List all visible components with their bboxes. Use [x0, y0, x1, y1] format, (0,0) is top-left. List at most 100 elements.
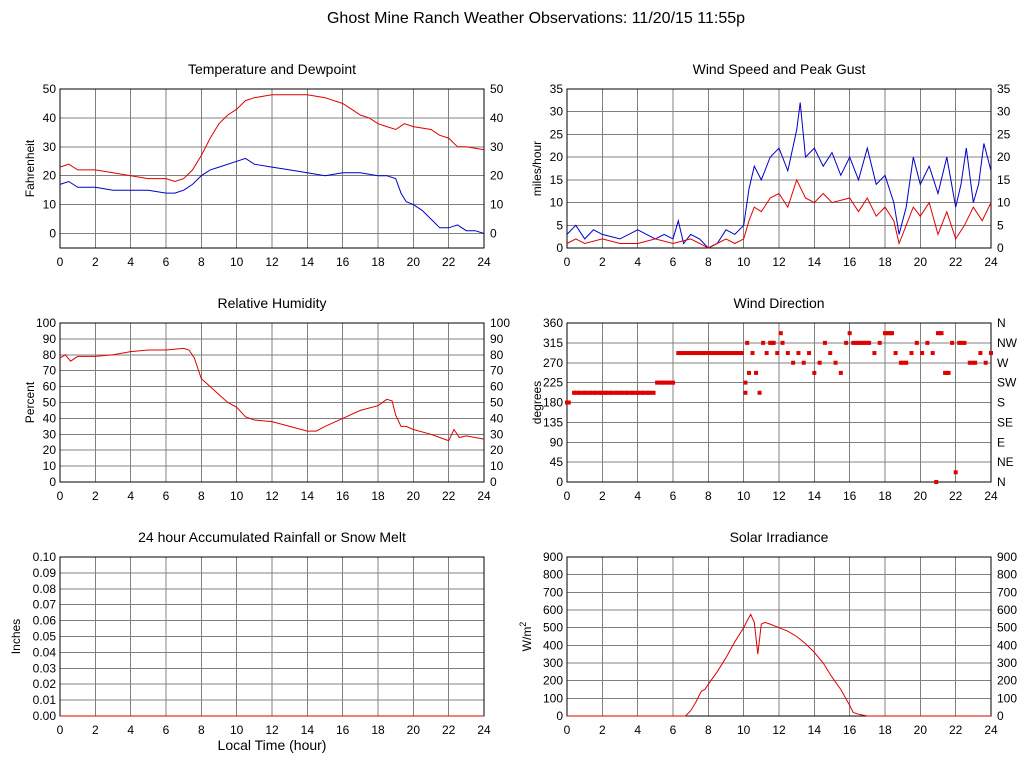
y-right-tick-label: 300 [997, 656, 1017, 670]
direction-point [844, 340, 849, 345]
x-tick-label: 18 [371, 255, 385, 269]
x-tick-label: 12 [772, 255, 786, 269]
plot-frame [59, 322, 485, 483]
y-tick-label: 40 [43, 111, 57, 125]
x-tick-label: 0 [57, 489, 64, 503]
y-axis-label: Percent [23, 381, 37, 423]
y-tick-label: 0.10 [33, 550, 57, 564]
y-tick-label: 300 [543, 656, 563, 670]
y-right-tick-label: 100 [997, 691, 1017, 705]
rainfall-chart: 24 hour Accumulated Rainfall or Snow Mel… [9, 529, 491, 753]
y-tick-label: 90 [550, 435, 564, 449]
y-tick-label: 0 [49, 475, 56, 489]
y-tick-label: 30 [43, 427, 57, 441]
y-right-tick-label: 30 [490, 140, 504, 154]
x-tick-label: 22 [949, 723, 963, 737]
x-tick-label: 22 [949, 489, 963, 503]
direction-point [877, 340, 882, 345]
x-tick-label: 18 [878, 489, 892, 503]
y-right-tick-label: 50 [490, 82, 504, 96]
y-right-tick-label: SW [997, 376, 1017, 390]
y-tick-label: 15 [550, 173, 564, 187]
direction-point [791, 360, 796, 365]
x-tick-label: 0 [57, 255, 64, 269]
y-right-tick-label: NE [997, 455, 1014, 469]
x-tick-label: 16 [843, 255, 857, 269]
series-line-1 [59, 157, 485, 234]
direction-point [778, 331, 783, 336]
x-tick-label: 22 [949, 255, 963, 269]
y-tick-label: 10 [43, 198, 57, 212]
y-tick-label: 500 [543, 621, 563, 635]
x-tick-label: 2 [92, 255, 99, 269]
y-tick-label: 5 [556, 218, 563, 232]
x-tick-label: 4 [634, 255, 641, 269]
x-tick-label: 0 [564, 489, 571, 503]
y-right-tick-label: 40 [490, 111, 504, 125]
y-tick-label: 100 [36, 316, 56, 330]
y-right-tick-label: S [997, 396, 1005, 410]
y-tick-label: 20 [43, 443, 57, 457]
y-tick-label: 200 [543, 674, 563, 688]
y-right-tick-label: 30 [490, 427, 504, 441]
y-right-tick-label: 10 [490, 198, 504, 212]
y-tick-label: 700 [543, 585, 563, 599]
x-tick-label: 14 [301, 255, 315, 269]
y-right-tick-label: 35 [997, 82, 1011, 96]
y-right-tick-label: 40 [490, 411, 504, 425]
x-tick-label: 8 [705, 489, 712, 503]
y-tick-label: 70 [43, 364, 57, 378]
y-right-tick-label: SE [997, 415, 1013, 429]
direction-point [775, 351, 780, 356]
y-right-tick-label: 20 [490, 169, 504, 183]
direction-point [746, 370, 751, 375]
y-tick-label: 20 [43, 169, 57, 183]
y-right-tick-label: NW [997, 336, 1018, 350]
direction-point [822, 340, 827, 345]
y-tick-label: 0.06 [33, 614, 57, 628]
y-right-tick-label: 800 [997, 568, 1017, 582]
x-tick-label: 24 [477, 489, 491, 503]
x-tick-label: 0 [564, 255, 571, 269]
direction-point [785, 351, 790, 356]
y-right-tick-label: 15 [997, 173, 1011, 187]
y-tick-label: 50 [43, 396, 57, 410]
x-tick-label: 12 [265, 723, 279, 737]
y-tick-label: 0.03 [33, 661, 57, 675]
x-tick-label: 8 [705, 255, 712, 269]
y-right-tick-label: 30 [997, 105, 1011, 119]
y-axis-label: W/m2 [518, 622, 534, 652]
plot-frame [566, 88, 992, 249]
chart-title: 24 hour Accumulated Rainfall or Snow Mel… [138, 529, 406, 545]
x-tick-label: 16 [336, 723, 350, 737]
y-right-tick-label: 0 [997, 241, 1004, 255]
chart-title: Solar Irradiance [730, 529, 829, 545]
direction-point [757, 390, 762, 395]
y-tick-label: 0.09 [33, 566, 57, 580]
x-tick-label: 16 [843, 723, 857, 737]
y-axis-label-text: miles/hour [530, 141, 544, 196]
y-tick-label: 30 [550, 105, 564, 119]
direction-point [780, 340, 785, 345]
y-tick-label: 0.00 [33, 709, 57, 723]
direction-point [833, 360, 838, 365]
y-right-tick-label: 5 [997, 218, 1004, 232]
x-tick-label: 24 [477, 255, 491, 269]
x-tick-label: 14 [808, 489, 822, 503]
x-tick-label: 24 [984, 255, 998, 269]
y-right-tick-label: N [997, 475, 1006, 489]
x-tick-label: 18 [371, 723, 385, 737]
x-tick-label: 2 [92, 489, 99, 503]
y-right-tick-label: 400 [997, 638, 1017, 652]
x-tick-label: 4 [127, 255, 134, 269]
y-tick-label: 0.05 [33, 630, 57, 644]
x-tick-label: 6 [163, 255, 170, 269]
direction-point [872, 351, 877, 356]
y-tick-label: 50 [43, 82, 57, 96]
x-tick-label: 4 [634, 489, 641, 503]
